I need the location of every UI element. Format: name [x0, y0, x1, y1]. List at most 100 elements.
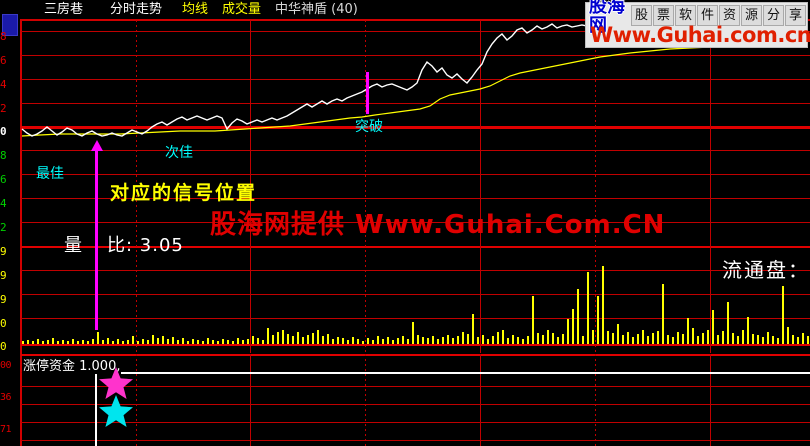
price-axis-label: 4 — [0, 197, 7, 210]
volume-bar — [97, 332, 99, 344]
volume-bar — [782, 286, 784, 344]
header-ma-label[interactable]: 均线 — [182, 2, 209, 17]
volume-bar — [752, 334, 754, 344]
volume-bar — [127, 340, 129, 344]
volume-bar — [332, 339, 334, 344]
volume-bar — [132, 336, 134, 344]
volume-bar — [437, 339, 439, 344]
watermark-row-top: 股海网 股 票 软 件 资 源 分 享 — [589, 0, 807, 35]
volume-bar — [602, 266, 604, 344]
watermark-cells: 股 票 软 件 资 源 分 享 — [631, 5, 807, 26]
volume-bar — [272, 335, 274, 344]
volume-bar — [587, 272, 589, 344]
volume-bar — [412, 322, 414, 344]
watermark-cell: 股 — [631, 5, 652, 26]
volume-axis-label: 9 — [0, 269, 7, 282]
bottom-cursor-line — [95, 368, 97, 446]
volume-bar — [397, 338, 399, 344]
grid-vline — [250, 354, 251, 446]
volume-bar — [207, 338, 209, 344]
volume-bar — [432, 336, 434, 344]
volume-bar — [237, 338, 239, 344]
volume-bar — [527, 336, 529, 344]
volume-bar — [87, 341, 89, 344]
volume-bar — [727, 302, 729, 344]
volume-bar — [337, 337, 339, 344]
volume-bar — [482, 335, 484, 344]
volume-bar — [102, 340, 104, 344]
watermark-cell: 软 — [675, 5, 696, 26]
volume-bar — [302, 337, 304, 344]
volume-bar — [162, 336, 164, 344]
volume-bar — [417, 335, 419, 344]
bottom-panel-title: 涨停资金 1.000, — [22, 359, 122, 374]
volume-bar — [697, 336, 699, 344]
volume-bar — [502, 330, 504, 344]
volume-bar — [592, 330, 594, 344]
volume-bar — [687, 318, 689, 344]
volume-bar — [352, 337, 354, 344]
volume-bar — [117, 339, 119, 344]
volume-bar — [357, 339, 359, 344]
volume-bar — [392, 340, 394, 344]
volume-bar — [267, 328, 269, 344]
volume-bar — [707, 330, 709, 344]
volume-bar — [92, 339, 94, 344]
volume-bar — [187, 341, 189, 344]
price-axis-label: 8 — [0, 30, 7, 43]
left-axis: 8 6 4 2 0 8 6 4 2 9 9 9 0 0 00 36 71 — [0, 20, 21, 446]
price-axis-label: 2 — [0, 102, 7, 115]
volume-bar — [52, 338, 54, 344]
grid-line-volume-top — [21, 246, 810, 248]
header-volume-label[interactable]: 成交量 — [222, 2, 262, 17]
volume-bar — [192, 339, 194, 344]
volume-bar — [797, 337, 799, 344]
volume-bar — [37, 339, 39, 344]
volume-bar — [517, 337, 519, 344]
volume-bar — [607, 331, 609, 344]
volume-bar — [447, 335, 449, 344]
bottom-axis-label: 71 — [0, 424, 12, 435]
grid-line — [21, 440, 810, 441]
volume-bar — [567, 319, 569, 344]
site-watermark: 股海网 股 票 软 件 资 源 分 享 Www.Guhai.com.cn — [585, 0, 810, 48]
header-indicator-label[interactable]: 中华神盾 (40) — [275, 2, 358, 17]
volume-bar — [47, 340, 49, 344]
volume-bar — [287, 334, 289, 344]
grid-line — [21, 79, 810, 80]
volume-ratio-value: 比: 3.05 — [107, 235, 184, 256]
volume-bar — [342, 338, 344, 344]
volume-bar — [282, 330, 284, 344]
price-axis-label: 6 — [0, 173, 7, 186]
volume-bar — [442, 337, 444, 344]
volume-bar — [767, 332, 769, 344]
volume-bar — [672, 337, 674, 344]
volume-bar — [62, 340, 64, 344]
volume-bar — [507, 338, 509, 344]
header-view-mode[interactable]: 分时走势 — [110, 2, 163, 17]
volume-bar — [537, 333, 539, 344]
volume-bar — [477, 337, 479, 344]
volume-bar — [487, 339, 489, 344]
volume-bar — [382, 339, 384, 344]
volume-bar — [652, 333, 654, 344]
grid-line — [21, 222, 810, 223]
volume-bar — [422, 337, 424, 344]
price-axis-label: 8 — [0, 149, 7, 162]
volume-bar — [692, 328, 694, 344]
watermark-cell: 资 — [719, 5, 740, 26]
volume-bar — [72, 339, 74, 344]
volume-bar — [682, 334, 684, 344]
price-axis-label: 4 — [0, 78, 7, 91]
volume-bar — [402, 336, 404, 344]
grid-line — [21, 198, 810, 199]
volume-bar — [582, 336, 584, 344]
grid-line — [21, 174, 810, 175]
grid-vline — [710, 354, 711, 446]
volume-bar — [612, 333, 614, 344]
grid-line — [21, 404, 810, 405]
volume-bar — [202, 341, 204, 344]
header-stock-name[interactable]: 三房巷 — [44, 2, 84, 17]
volume-bar — [177, 340, 179, 344]
